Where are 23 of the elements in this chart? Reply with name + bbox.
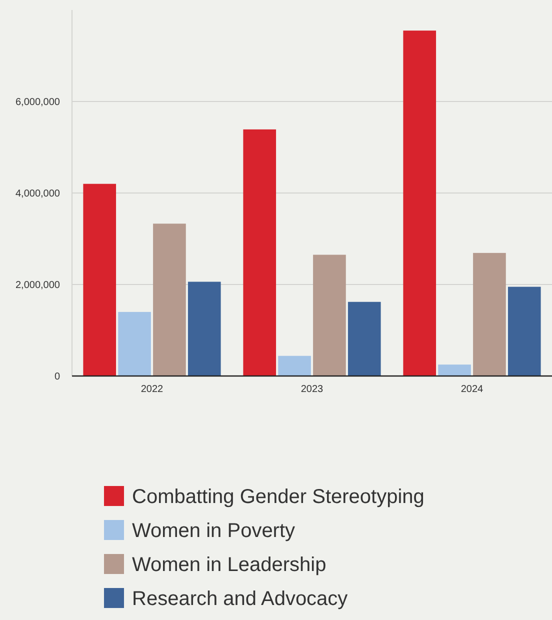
legend-label: Combatting Gender Stereotyping bbox=[132, 486, 424, 508]
bar bbox=[243, 129, 276, 376]
bar bbox=[403, 30, 436, 376]
bar bbox=[508, 286, 541, 376]
bar bbox=[278, 356, 311, 376]
legend-label: Women in Leadership bbox=[132, 554, 326, 576]
legend-label: Research and Advocacy bbox=[132, 588, 348, 610]
bar bbox=[313, 254, 346, 376]
bar bbox=[188, 282, 221, 376]
x-tick-label: 2022 bbox=[140, 384, 164, 395]
x-tick-label: 2023 bbox=[300, 384, 324, 395]
y-tick-label: 4,000,000 bbox=[16, 188, 60, 200]
bar bbox=[473, 252, 506, 376]
bar bbox=[348, 302, 381, 376]
bar bbox=[83, 184, 116, 376]
y-tick-label: 2,000,000 bbox=[16, 280, 60, 291]
bar bbox=[118, 312, 151, 376]
legend-label: Women in Poverty bbox=[132, 520, 296, 542]
bar bbox=[438, 364, 471, 376]
y-tick-label: 0 bbox=[54, 372, 60, 382]
bar bbox=[153, 224, 186, 376]
y-tick-label: 6,000,000 bbox=[16, 97, 60, 108]
x-tick-label: 2024 bbox=[460, 384, 484, 395]
